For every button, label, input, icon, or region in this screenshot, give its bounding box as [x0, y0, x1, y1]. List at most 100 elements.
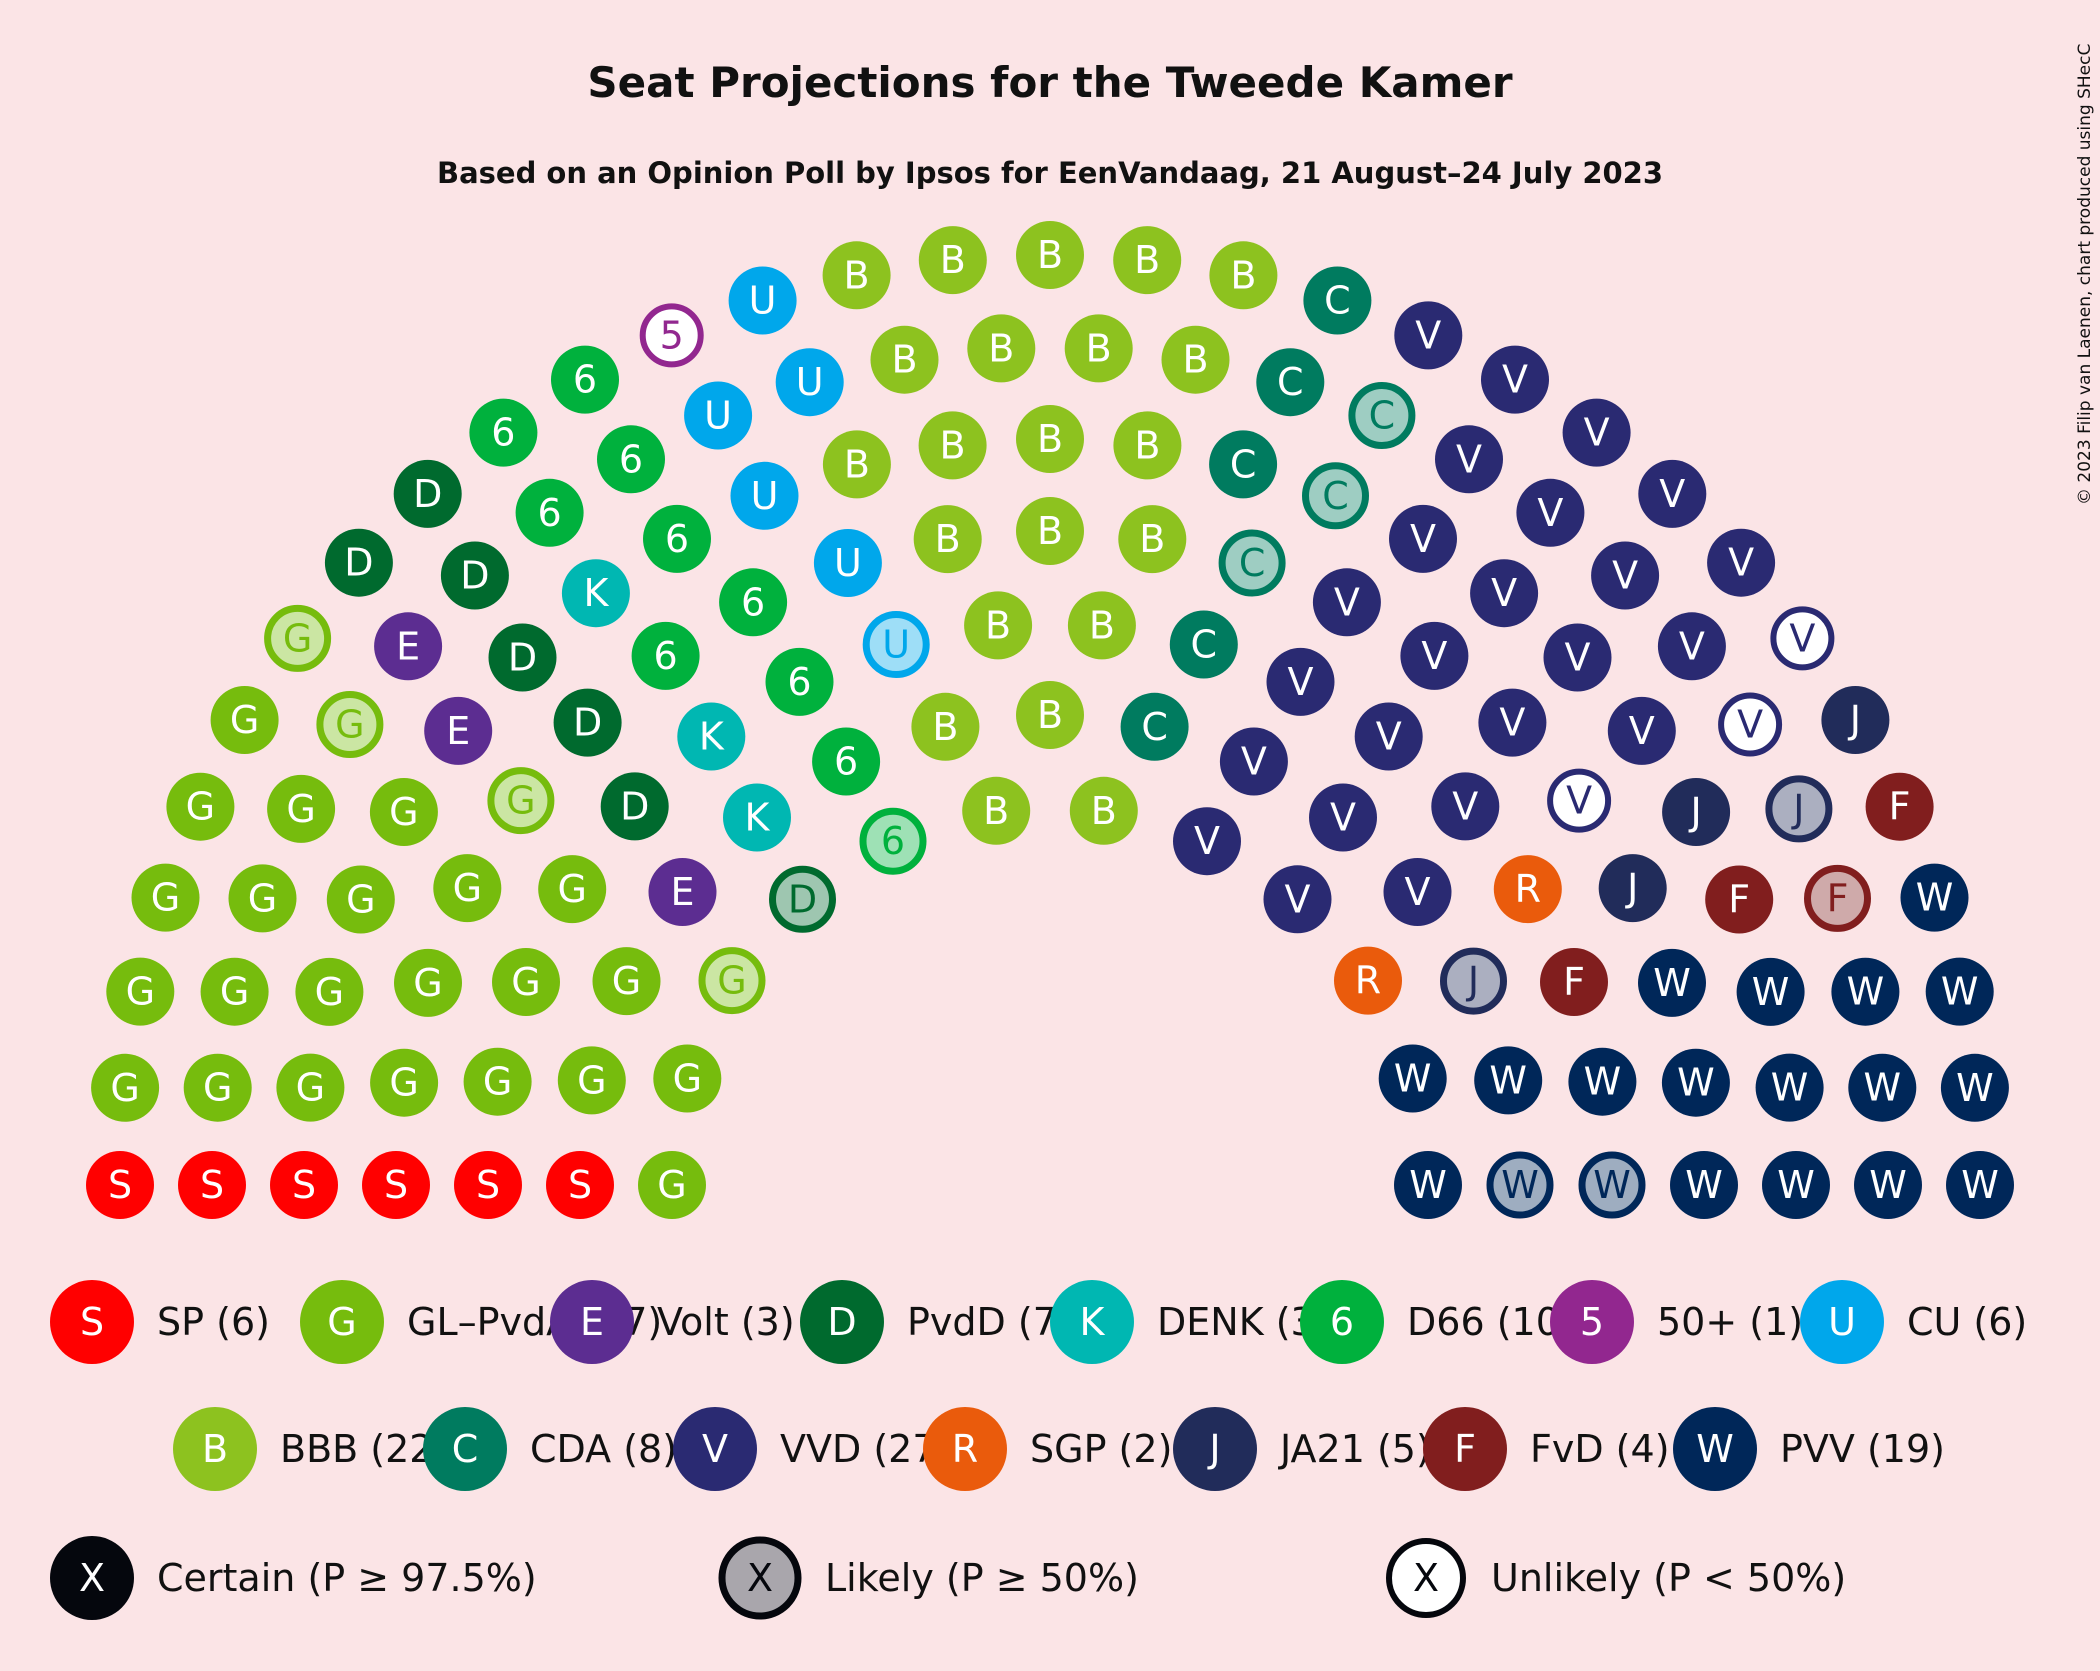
- seat-circle: [492, 948, 560, 1016]
- seat-circle: [1016, 681, 1084, 749]
- seat-letter: W: [1941, 970, 1979, 1014]
- seat-circle: [1591, 541, 1660, 610]
- seat-letter: G: [335, 703, 364, 747]
- seat-circle: [1662, 778, 1731, 846]
- seat-letter: W: [1771, 1066, 1809, 1110]
- seat-letter: B: [1037, 509, 1063, 553]
- seat-circle: [638, 1151, 706, 1219]
- legend-item-volt: Volt (3) E: [550, 1280, 795, 1364]
- seat-letter: V: [1566, 779, 1592, 823]
- seat-d66: 6: [631, 621, 700, 690]
- seat-vvd: V: [1638, 459, 1707, 528]
- seat-circle: [374, 612, 443, 681]
- seat-letter: S: [476, 1163, 500, 1207]
- seat-letter: K: [583, 571, 609, 615]
- seat-letter: B: [844, 442, 870, 486]
- seat-letter: S: [384, 1163, 408, 1207]
- legend-letter: S: [80, 1300, 104, 1344]
- seat-letter: J: [1848, 698, 1861, 742]
- seat-circle: [316, 691, 384, 758]
- seat-circle: [1064, 314, 1133, 383]
- seat-denk: K: [561, 559, 630, 628]
- seat-letter: U: [796, 360, 824, 404]
- seat-letter: D: [508, 636, 537, 680]
- seat-circle: [1219, 727, 1288, 796]
- seat-vvd: V: [1547, 768, 1612, 833]
- legend-item-pvv: PVV (19) W: [1673, 1407, 1945, 1491]
- seat-circle: [728, 266, 797, 335]
- seat-letter: G: [453, 866, 482, 910]
- seat-circle: [1209, 430, 1278, 499]
- seat-letter: B: [983, 789, 1009, 833]
- seat-letter: W: [1501, 1163, 1539, 1207]
- probability-label: Certain (P ≥ 97.5%): [157, 1556, 537, 1600]
- seat-circle: [648, 858, 717, 926]
- legend-swatch: [50, 1280, 134, 1364]
- seat-circle: [1120, 692, 1189, 761]
- legend-item-ja21: JA21 (5) J: [1173, 1407, 1431, 1491]
- seat-pvv: W: [1670, 1151, 1738, 1219]
- seat-circle: [698, 947, 766, 1015]
- probability-item-unlikely: X Unlikely (P < 50%): [1386, 1538, 1846, 1618]
- seat-circle: [553, 688, 622, 757]
- seat-circle: [592, 947, 661, 1016]
- seat-circle: [631, 621, 700, 690]
- seat-circle: [1400, 621, 1469, 690]
- seat-gl-pvda: G: [228, 864, 297, 933]
- seat-circle: [913, 505, 982, 574]
- seat-circle: [1431, 772, 1500, 841]
- seat-letter: 6: [654, 634, 678, 678]
- seat-circle: [1173, 807, 1241, 876]
- seat-letter: W: [1409, 1163, 1447, 1207]
- legend-letter: 5: [1580, 1300, 1604, 1344]
- seat-letter: E: [446, 709, 470, 753]
- seat-fvd: F: [1540, 948, 1608, 1016]
- seat-letter: 6: [787, 660, 811, 704]
- seat-gl-pvda: G: [200, 957, 269, 1026]
- seat-pvv: W: [1854, 1151, 1922, 1219]
- seat-circle: [326, 865, 395, 934]
- seat-letter: V: [1502, 358, 1528, 402]
- seat-circle: [1440, 947, 1507, 1015]
- seat-cu: U: [862, 611, 930, 678]
- seat-circle: [561, 559, 630, 628]
- seat-vvd: V: [1263, 865, 1332, 934]
- seat-cda: C: [1303, 266, 1372, 335]
- seat-letter: J: [1466, 959, 1479, 1003]
- legend-label: BBB (22): [280, 1427, 448, 1471]
- seat-letter: G: [577, 1058, 606, 1102]
- seat-bbb: B: [1016, 681, 1084, 749]
- seat-circle: [1543, 623, 1612, 692]
- probability-item-certain: X Certain (P ≥ 97.5%): [50, 1536, 537, 1620]
- seat-circle: [1562, 398, 1631, 467]
- seat-letter: W: [1777, 1163, 1815, 1207]
- seat-circle: [1474, 1046, 1543, 1115]
- legend-label: CDA (8): [530, 1427, 677, 1471]
- seat-letter: V: [1737, 703, 1763, 747]
- seat-bbb: B: [913, 505, 982, 574]
- seat-circle: [463, 1047, 532, 1116]
- seat-50: 5: [639, 303, 704, 368]
- seat-circle: [1762, 1151, 1830, 1219]
- legend-swatch: [1423, 1407, 1507, 1491]
- legend-swatch: [1300, 1280, 1384, 1364]
- seat-circle: [538, 855, 607, 924]
- seat-vvd: V: [1400, 621, 1469, 690]
- seat-pvv: W: [1925, 957, 1994, 1026]
- seat-letter: B: [940, 238, 966, 282]
- seat-circle: [1770, 606, 1835, 671]
- seat-d66: 6: [643, 504, 711, 573]
- seat-letter: U: [749, 279, 777, 323]
- seat-d66: 6: [515, 478, 584, 547]
- seat-letter: W: [1584, 1060, 1622, 1104]
- seat-pvv: W: [1486, 1151, 1554, 1219]
- probability-swatch: [1386, 1538, 1466, 1618]
- seat-vvd: V: [1607, 696, 1676, 765]
- seat-fvd: F: [1865, 772, 1934, 841]
- seat-circle: [1578, 1151, 1646, 1219]
- seat-letter: D: [573, 701, 602, 745]
- seat-letter: W: [1677, 1061, 1715, 1105]
- probability-item-likely: X Likely (P ≥ 50%): [718, 1536, 1139, 1620]
- seat-vvd: V: [1478, 688, 1547, 757]
- seat-gl-pvda: G: [210, 686, 279, 754]
